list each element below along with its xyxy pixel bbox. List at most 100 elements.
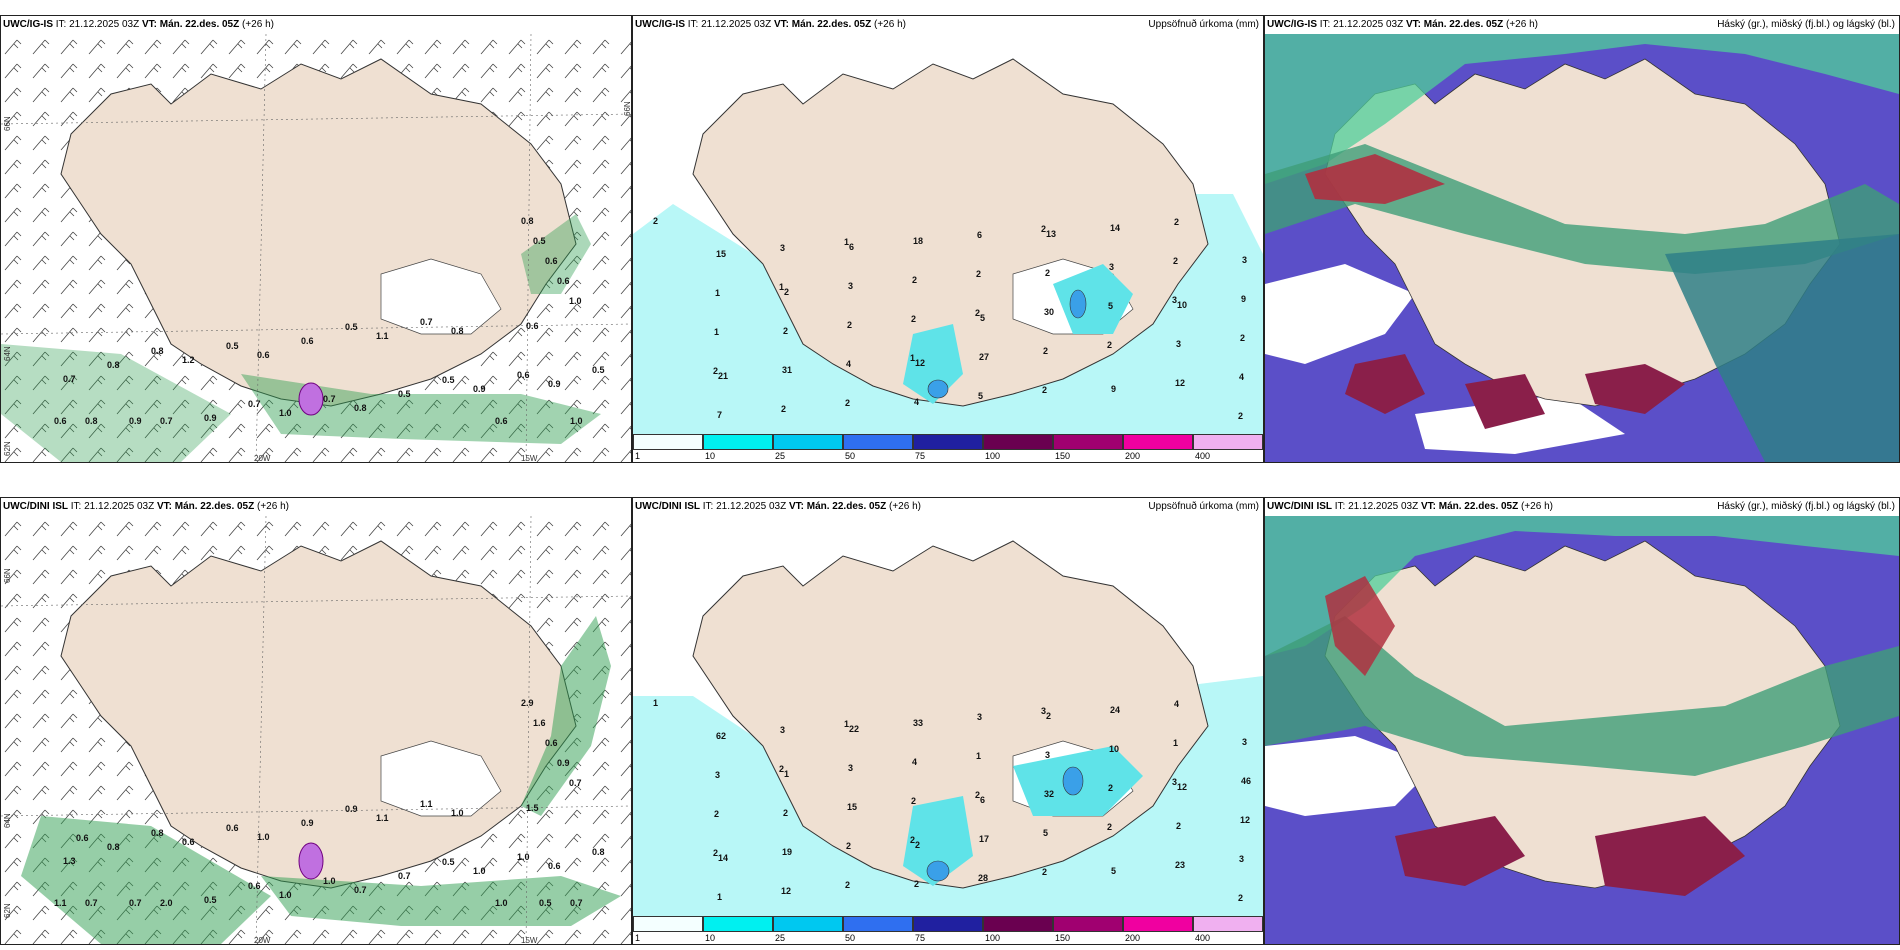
map-value-label: 2 xyxy=(781,404,787,414)
map-value-label: 0.6 xyxy=(545,256,558,266)
map-value-label: 0.6 xyxy=(301,336,314,346)
map-value-label: 0.7 xyxy=(569,778,582,788)
map-value-label: 3 xyxy=(1109,262,1115,272)
map-value-label: 0.8 xyxy=(107,842,120,852)
map-value-label: 5 xyxy=(1108,301,1114,311)
colorbar-segment xyxy=(773,434,843,450)
map-value-label: 4 xyxy=(914,397,920,407)
map-value-label: 1 xyxy=(717,892,723,902)
cloud-white-gaps-2 xyxy=(1415,394,1625,454)
cloud-white-gaps xyxy=(1265,264,1415,364)
rain-max-2 xyxy=(1069,289,1087,319)
map-value-label: 1.1 xyxy=(376,331,389,341)
map-value-label: 1.0 xyxy=(473,866,486,876)
map-value-label: 33 xyxy=(913,718,924,728)
map-value-label: 1 xyxy=(715,288,721,298)
map-value-label: 2 xyxy=(845,880,851,890)
colorbar-tick: 400 xyxy=(1195,933,1211,943)
map-value-label: 1 xyxy=(779,282,785,292)
precip-map xyxy=(633,540,1263,926)
cloud-map xyxy=(1265,34,1899,462)
map-value-label: 0.7 xyxy=(63,374,76,384)
lon-label: 20W xyxy=(254,936,271,945)
map-value-label: 0.6 xyxy=(526,321,539,331)
map-value-label: 0.5 xyxy=(398,389,411,399)
map-value-label: 0.6 xyxy=(182,837,195,847)
map-value-label: 2 xyxy=(1042,867,1048,877)
panel-title: UWC/DINI ISL IT: 21.12.2025 03Z VT: Mán.… xyxy=(1267,501,1553,512)
map-value-label: 1 xyxy=(976,751,982,761)
glacier-white xyxy=(380,258,502,335)
colorbar-segment xyxy=(913,434,983,450)
cloud-map xyxy=(1265,516,1899,944)
wind-panel-top: UWC/IG-IS IT: 21.12.2025 03Z VT: Mán. 22… xyxy=(0,15,632,463)
rain-mid-area xyxy=(1053,264,1133,334)
map-value-label: 31 xyxy=(782,365,793,375)
map-value-label: 4 xyxy=(1239,372,1245,382)
map-value-label: 1.0 xyxy=(451,808,464,818)
colorbar-tick: 25 xyxy=(775,451,786,461)
lon-label: 20W xyxy=(254,454,271,463)
map-value-label: 23 xyxy=(1175,860,1186,870)
lat-label: 64N xyxy=(3,813,12,828)
lat-label: 66N xyxy=(3,116,12,131)
cloud-low-red xyxy=(1325,576,1395,676)
map-value-label: 0.9 xyxy=(301,818,314,828)
map-value-label: 10 xyxy=(1177,300,1188,310)
map-value-label: 0.6 xyxy=(248,881,261,891)
map-value-label: 2.0 xyxy=(160,898,173,908)
map-value-label: 2 xyxy=(912,275,918,285)
map-value-label: 21 xyxy=(718,371,729,381)
precip-band-se xyxy=(521,214,591,294)
map-value-label: 2 xyxy=(779,764,785,774)
colorbar-segment xyxy=(633,916,703,932)
colorbar-segment xyxy=(703,916,773,932)
iceland-land xyxy=(1324,540,1841,889)
map-value-label: 22 xyxy=(849,724,860,734)
map-value-label: 3 xyxy=(715,770,721,780)
map-value-label: 1.1 xyxy=(54,898,67,908)
colorbar-tick: 10 xyxy=(705,451,716,461)
map-value-label: 2 xyxy=(1108,783,1114,793)
map-value-label: 0.6 xyxy=(54,416,67,426)
map-value-label: 10 xyxy=(1109,744,1120,754)
colorbar-segment xyxy=(773,916,843,932)
map-value-label: 0.5 xyxy=(345,322,358,332)
map-value-label: 0.9 xyxy=(473,384,486,394)
rain-max xyxy=(927,379,949,399)
map-value-label: 0.5 xyxy=(226,341,239,351)
map-value-label: 18 xyxy=(913,236,924,246)
cloud-high-green xyxy=(1265,34,1899,184)
map-value-label: 2.9 xyxy=(521,698,534,708)
map-value-label: 1 xyxy=(1173,738,1179,748)
map-value-label: 3 xyxy=(848,281,854,291)
map-value-label: 6 xyxy=(980,795,986,805)
colorbar-segment xyxy=(1123,916,1193,932)
colorbar-segment xyxy=(983,916,1053,932)
map-value-label: 3 xyxy=(1176,339,1182,349)
map-value-label: 0.5 xyxy=(204,895,217,905)
map-value-label: 0.9 xyxy=(548,379,561,389)
map-value-label: 46 xyxy=(1241,776,1252,786)
map-value-label: 2 xyxy=(914,879,920,889)
map-value-label: 0.7 xyxy=(420,317,433,327)
panel-right-title: Háský (gr.), miðský (fj.bl.) og lágský (… xyxy=(1717,19,1895,30)
colorbar-tick: 50 xyxy=(845,933,856,943)
cloud-low-blobs xyxy=(1345,354,1685,429)
map-value-label: 2 xyxy=(976,269,982,279)
colorbar-tick: 10 xyxy=(705,933,716,943)
map-value-label: 1.0 xyxy=(570,416,583,426)
map-value-label: 1.0 xyxy=(517,852,530,862)
map-value-label: 1.3 xyxy=(63,856,76,866)
map-value-label: 2 xyxy=(1046,711,1052,721)
colorbar-segment xyxy=(913,916,983,932)
map-value-label: 1.0 xyxy=(495,898,508,908)
map-value-label: 0.7 xyxy=(323,394,336,404)
map-value-label: 2 xyxy=(1174,217,1180,227)
cloud-low-blobs xyxy=(1395,816,1745,896)
map-value-label: 5 xyxy=(1043,828,1049,838)
map-value-label: 6 xyxy=(977,230,983,240)
map-value-label: 2 xyxy=(845,398,851,408)
map-value-label: 13 xyxy=(1046,229,1057,239)
map-value-label: 2 xyxy=(975,308,981,318)
